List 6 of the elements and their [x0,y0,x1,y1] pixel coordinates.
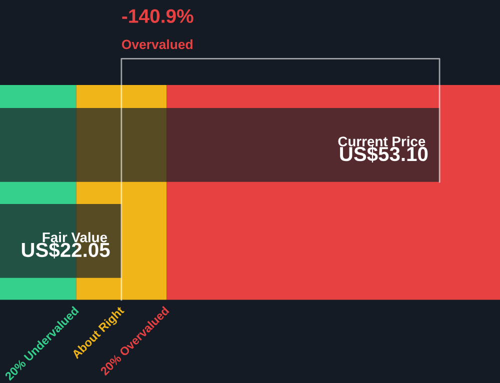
data-label: US$22.05 [22,242,110,258]
data-label: US$53.10 [340,146,428,162]
chart-title: -140.9% [122,9,194,23]
y-tick-label: Current Price [338,136,426,146]
chart-subtitle: Overvalued [122,39,192,50]
y-tick-label: Fair Value [42,232,108,242]
